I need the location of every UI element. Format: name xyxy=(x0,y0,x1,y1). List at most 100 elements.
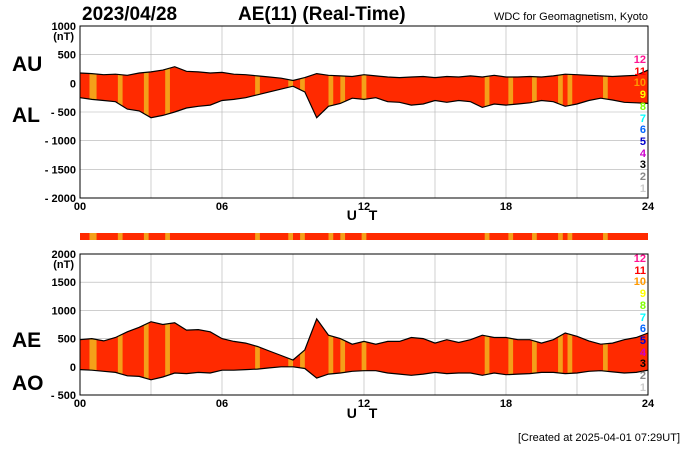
highlight-band xyxy=(603,318,608,380)
highlight-band xyxy=(558,66,563,118)
legend-item: 7 xyxy=(639,112,646,125)
legend-item: 9 xyxy=(639,288,646,301)
activity-strip-band xyxy=(89,233,97,240)
chart-date: 2023/04/28 xyxy=(82,4,178,25)
legend-item: 1 xyxy=(639,182,646,195)
legend-item: 8 xyxy=(639,100,646,113)
legend-item: 4 xyxy=(639,147,646,160)
legend-item: 7 xyxy=(639,311,646,324)
y-tick-label: - 1000 xyxy=(45,136,76,148)
x-tick-label: 24 xyxy=(642,201,655,213)
activity-strip-band xyxy=(508,233,514,240)
activity-strip-band xyxy=(143,233,149,240)
highlight-band xyxy=(484,318,490,380)
x-tick-label: 06 xyxy=(216,201,228,213)
x-axis-label: U T xyxy=(347,405,382,421)
chart-title: AE(11) (Real-Time) xyxy=(238,4,406,25)
y-tick-label: 500 xyxy=(58,334,76,346)
activity-strip-band xyxy=(288,233,293,240)
activity-strip-band xyxy=(484,233,490,240)
highlight-band xyxy=(484,66,490,118)
series-line-ao xyxy=(79,366,649,381)
y-tick-label: - 1500 xyxy=(45,164,76,176)
highlight-band xyxy=(532,66,537,118)
activity-strip-band xyxy=(328,233,334,240)
legend-item: 5 xyxy=(639,334,646,347)
highlight-band xyxy=(340,318,346,380)
x-tick-label: 00 xyxy=(74,398,86,410)
plot-frame xyxy=(79,25,649,199)
x-axis-label: U T xyxy=(347,207,382,223)
activity-strip-band xyxy=(117,233,123,240)
highlight-band xyxy=(567,66,573,118)
series-line-au xyxy=(79,66,649,82)
y-unit-label: (nT) xyxy=(53,31,74,43)
ae-label: AE xyxy=(12,329,42,352)
activity-strip-band xyxy=(300,233,305,240)
highlight-band xyxy=(508,318,514,380)
legend-item: 11 xyxy=(634,65,646,78)
series-line-ae xyxy=(79,317,649,361)
y-tick-label: 1000 xyxy=(52,305,76,317)
legend-item: 5 xyxy=(639,135,646,148)
legend-item: 4 xyxy=(639,346,646,359)
y-tick-label: 0 xyxy=(70,362,76,374)
activity-strip-band xyxy=(558,233,563,240)
al-label: AL xyxy=(12,104,40,127)
legend-item: 6 xyxy=(639,124,646,137)
highlight-band xyxy=(255,66,260,118)
activity-strip-band xyxy=(255,233,260,240)
data-source: WDC for Geomagnetism, Kyoto xyxy=(493,11,648,23)
legend-item: 10 xyxy=(633,276,646,289)
highlight-band xyxy=(89,318,97,380)
highlight-band xyxy=(328,66,334,118)
highlight-band xyxy=(143,318,149,380)
y-tick-label: - 2000 xyxy=(45,193,76,205)
legend-item: 12 xyxy=(633,54,646,66)
highlight-band xyxy=(165,318,170,380)
au-label: AU xyxy=(12,53,43,76)
activity-strip-band xyxy=(361,233,367,240)
highlight-band xyxy=(532,318,537,380)
y-tick-label: 1500 xyxy=(52,277,76,289)
y-tick-label: - 500 xyxy=(51,107,76,119)
legend-item: 10 xyxy=(633,77,646,90)
x-tick-label: 18 xyxy=(500,398,512,410)
legend-item: 8 xyxy=(639,299,646,312)
y-tick-label: 1000 xyxy=(52,21,76,33)
highlight-band xyxy=(361,66,367,118)
y-tick-label: 0 xyxy=(70,78,76,90)
legend-item: 3 xyxy=(639,358,646,371)
y-unit-label: (nT) xyxy=(53,259,74,271)
plot-frame xyxy=(79,253,649,396)
highlight-band xyxy=(165,66,170,118)
legend-item: 6 xyxy=(639,323,646,336)
highlight-band xyxy=(558,318,563,380)
highlight-band xyxy=(508,66,514,118)
highlight-band xyxy=(89,66,97,118)
y-tick-label: - 500 xyxy=(51,390,76,402)
activity-strip-band xyxy=(532,233,537,240)
activity-strip-band xyxy=(340,233,346,240)
x-tick-label: 12 xyxy=(358,398,370,410)
activity-strip-band xyxy=(603,233,608,240)
highlight-band xyxy=(603,66,608,118)
legend-item: 2 xyxy=(639,370,646,382)
x-tick-label: 12 xyxy=(358,201,370,213)
legend-item: 12 xyxy=(633,253,646,265)
legend-item: 3 xyxy=(639,159,646,172)
y-tick-label: 500 xyxy=(58,50,76,62)
highlight-band xyxy=(567,318,573,380)
x-tick-label: 06 xyxy=(216,398,228,410)
highlight-band xyxy=(143,66,149,118)
x-tick-label: 00 xyxy=(74,201,86,213)
x-tick-label: 18 xyxy=(500,201,512,213)
legend-item: 1 xyxy=(639,381,646,394)
activity-strip-band xyxy=(165,233,170,240)
series-line-al xyxy=(79,85,649,119)
highlight-band xyxy=(117,318,123,380)
highlight-band xyxy=(328,318,334,380)
activity-strip-band xyxy=(567,233,573,240)
